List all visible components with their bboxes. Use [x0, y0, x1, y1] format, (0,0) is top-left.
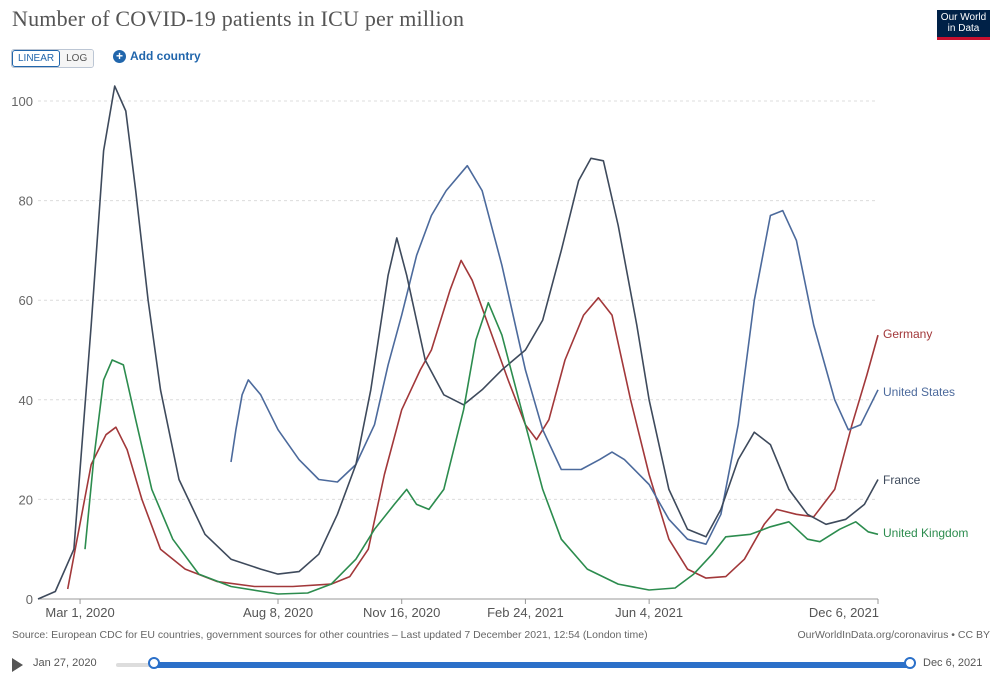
logo-line-1: Our World [940, 12, 987, 23]
y-tick-label: 0 [26, 592, 33, 607]
source-note: Source: European CDC for EU countries, g… [12, 629, 648, 641]
x-tick-label: Aug 8, 2020 [243, 605, 313, 620]
plus-icon: + [113, 49, 126, 63]
series-line-united-states[interactable] [230, 164, 879, 545]
x-tick-label: Dec 6, 2021 [809, 605, 879, 620]
add-country-button[interactable]: + Add country [113, 49, 201, 63]
series-line-germany[interactable] [66, 259, 879, 590]
log-scale-button[interactable]: LOG [60, 50, 94, 67]
play-icon[interactable] [12, 658, 23, 672]
y-tick-label: 60 [19, 293, 33, 308]
owid-logo[interactable]: Our World in Data [937, 10, 990, 40]
legend-labels: Germany United States France United Kingdom [883, 327, 968, 540]
y-tick-label: 20 [19, 492, 33, 507]
legend-label-france[interactable]: France [883, 473, 921, 487]
y-axis-ticks: 0 20 40 60 80 100 [11, 94, 33, 607]
timeline-end-label: Dec 6, 2021 [923, 657, 983, 669]
timeline-start-label: Jan 27, 2020 [33, 657, 97, 669]
x-tick-label: Nov 16, 2020 [363, 605, 440, 620]
x-tick-label: Mar 1, 2020 [45, 605, 114, 620]
series-line-france[interactable] [37, 85, 879, 600]
series-lines [37, 85, 879, 600]
x-tick-label: Jun 4, 2021 [615, 605, 683, 620]
logo-line-2: in Data [947, 23, 980, 34]
series-line-united-kingdom[interactable] [84, 301, 879, 595]
timeline-start-handle[interactable] [148, 657, 160, 669]
x-axis-ticks: Mar 1, 2020 Aug 8, 2020 Nov 16, 2020 Feb 24… [45, 599, 879, 620]
y-tick-label: 40 [19, 393, 33, 408]
legend-label-united-states[interactable]: United States [883, 385, 955, 399]
timeline-selected-range [154, 662, 910, 668]
x-tick-label: Feb 24, 2021 [487, 605, 564, 620]
line-chart: 0 20 40 60 80 100 Mar 1, 2020 Aug 8, 2020 Nov 1… [11, 85, 968, 620]
linear-scale-button[interactable]: LINEAR [12, 50, 61, 67]
chart-title: Number of COVID-19 patients in ICU per m… [12, 6, 465, 31]
timeline: Jan 27, 2020 Dec 6, 2021 [0, 653, 1000, 679]
y-tick-label: 80 [19, 194, 33, 209]
scale-toggle: LINEAR LOG [11, 49, 95, 68]
add-country-label: Add country [130, 49, 201, 63]
legend-label-united-kingdom[interactable]: United Kingdom [883, 526, 968, 540]
timeline-end-handle[interactable] [904, 657, 916, 669]
y-tick-label: 100 [11, 94, 33, 109]
license-link[interactable]: OurWorldInData.org/coronavirus • CC BY [797, 629, 990, 641]
legend-label-germany[interactable]: Germany [883, 327, 932, 341]
gridlines [38, 100, 878, 600]
